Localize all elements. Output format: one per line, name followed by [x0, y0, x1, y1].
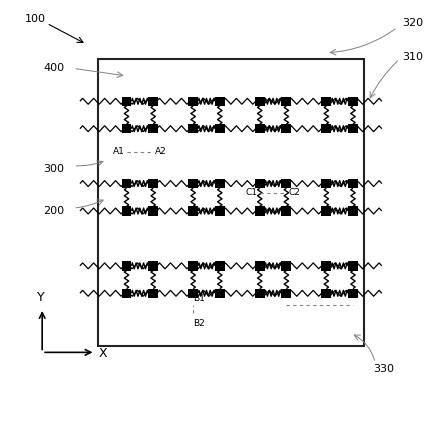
Bar: [321, 289, 331, 298]
Bar: [255, 261, 265, 271]
Bar: [348, 124, 358, 133]
Text: 100: 100: [24, 14, 45, 24]
Bar: [255, 206, 265, 216]
Bar: [215, 261, 225, 271]
Bar: [321, 97, 331, 106]
Text: 310: 310: [402, 52, 423, 62]
Text: 320: 320: [402, 18, 423, 28]
Bar: [348, 179, 358, 188]
Text: 400: 400: [43, 62, 64, 73]
Bar: [215, 179, 225, 188]
Bar: [122, 261, 131, 271]
Bar: [188, 124, 198, 133]
Bar: [255, 124, 265, 133]
Bar: [122, 97, 131, 106]
Bar: [148, 261, 158, 271]
Bar: [281, 206, 291, 216]
Bar: [281, 289, 291, 298]
Bar: [215, 289, 225, 298]
Bar: [188, 206, 198, 216]
Bar: [188, 261, 198, 271]
Bar: [122, 289, 131, 298]
Bar: [255, 97, 265, 106]
Bar: [281, 124, 291, 133]
Bar: [188, 289, 198, 298]
Text: B2: B2: [193, 319, 205, 328]
Bar: [255, 179, 265, 188]
Bar: [281, 179, 291, 188]
Bar: [148, 124, 158, 133]
Bar: [122, 179, 131, 188]
Bar: [255, 289, 265, 298]
Bar: [321, 261, 331, 271]
Text: 300: 300: [44, 164, 64, 174]
Text: B1: B1: [193, 294, 205, 303]
Text: A1: A1: [112, 147, 124, 157]
Bar: [348, 289, 358, 298]
Bar: [148, 206, 158, 216]
Text: Y: Y: [37, 291, 45, 304]
Bar: [348, 261, 358, 271]
Bar: [321, 206, 331, 216]
Bar: [348, 97, 358, 106]
Text: 200: 200: [43, 206, 64, 216]
Bar: [188, 97, 198, 106]
Bar: [321, 179, 331, 188]
Text: A2: A2: [155, 147, 167, 157]
Text: 330: 330: [373, 364, 394, 374]
Text: X: X: [99, 347, 107, 360]
Bar: [215, 206, 225, 216]
Bar: [122, 206, 131, 216]
Bar: [321, 124, 331, 133]
Bar: [122, 124, 131, 133]
Bar: [281, 261, 291, 271]
Bar: [98, 59, 364, 346]
Bar: [281, 97, 291, 106]
Bar: [188, 179, 198, 188]
Text: C2: C2: [289, 188, 301, 197]
Text: C1: C1: [246, 188, 258, 197]
Bar: [148, 179, 158, 188]
Bar: [215, 124, 225, 133]
Bar: [348, 206, 358, 216]
Bar: [148, 97, 158, 106]
Bar: [148, 289, 158, 298]
Bar: [215, 97, 225, 106]
